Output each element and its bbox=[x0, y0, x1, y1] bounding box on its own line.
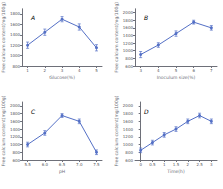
svg-text:1800: 1800 bbox=[123, 111, 134, 116]
svg-text:pH: pH bbox=[59, 169, 65, 174]
svg-text:1: 1 bbox=[163, 162, 166, 167]
svg-text:1600: 1600 bbox=[10, 119, 21, 124]
svg-text:800: 800 bbox=[125, 56, 133, 61]
svg-text:600: 600 bbox=[125, 158, 133, 163]
svg-text:Glucose(%): Glucose(%) bbox=[49, 75, 75, 80]
svg-text:6.0: 6.0 bbox=[42, 162, 49, 167]
svg-text:4: 4 bbox=[157, 68, 160, 73]
svg-text:2000: 2000 bbox=[10, 103, 21, 108]
svg-text:D: D bbox=[144, 108, 149, 115]
svg-text:Inoculum size(%): Inoculum size(%) bbox=[157, 75, 196, 80]
svg-text:800: 800 bbox=[125, 150, 133, 155]
svg-text:Free calcium content(mg/100g): Free calcium content(mg/100g) bbox=[1, 95, 6, 166]
svg-text:800: 800 bbox=[12, 150, 20, 155]
svg-text:1200: 1200 bbox=[10, 43, 21, 48]
svg-text:1400: 1400 bbox=[123, 127, 134, 132]
svg-text:3: 3 bbox=[139, 68, 142, 73]
svg-text:1800: 1800 bbox=[123, 18, 134, 23]
svg-text:1200: 1200 bbox=[10, 134, 21, 139]
svg-text:5.5: 5.5 bbox=[24, 162, 31, 167]
svg-text:1800: 1800 bbox=[10, 111, 21, 116]
svg-text:1400: 1400 bbox=[123, 33, 134, 38]
svg-text:6.5: 6.5 bbox=[59, 162, 66, 167]
svg-text:800: 800 bbox=[12, 64, 20, 69]
svg-text:1000: 1000 bbox=[123, 48, 134, 53]
svg-text:1400: 1400 bbox=[10, 32, 21, 37]
svg-text:1600: 1600 bbox=[123, 119, 134, 124]
svg-text:Free calcium content(mg/100g): Free calcium content(mg/100g) bbox=[1, 2, 6, 73]
svg-text:2: 2 bbox=[187, 162, 190, 167]
svg-text:4: 4 bbox=[78, 68, 81, 73]
svg-text:600: 600 bbox=[12, 158, 20, 163]
svg-text:Free calcium content(mg/100g): Free calcium content(mg/100g) bbox=[114, 2, 119, 73]
svg-text:A: A bbox=[30, 14, 35, 21]
svg-text:Free calcium content(mg/100g): Free calcium content(mg/100g) bbox=[114, 95, 119, 166]
svg-text:2000: 2000 bbox=[123, 103, 134, 108]
svg-text:1600: 1600 bbox=[123, 25, 134, 30]
svg-text:0.5: 0.5 bbox=[149, 162, 156, 167]
svg-text:2.5: 2.5 bbox=[196, 162, 203, 167]
svg-text:1000: 1000 bbox=[10, 53, 21, 58]
svg-text:600: 600 bbox=[125, 64, 133, 69]
svg-text:6: 6 bbox=[192, 68, 195, 73]
svg-text:2: 2 bbox=[44, 68, 47, 73]
svg-text:2000: 2000 bbox=[123, 10, 134, 15]
svg-text:C: C bbox=[31, 108, 36, 115]
svg-text:7.5: 7.5 bbox=[93, 162, 100, 167]
svg-text:3: 3 bbox=[61, 68, 64, 73]
svg-text:7.0: 7.0 bbox=[76, 162, 83, 167]
svg-text:1000: 1000 bbox=[10, 142, 21, 147]
svg-text:1200: 1200 bbox=[123, 134, 134, 139]
svg-text:1200: 1200 bbox=[123, 41, 134, 46]
svg-text:1800: 1800 bbox=[10, 11, 21, 16]
svg-text:1600: 1600 bbox=[10, 22, 21, 27]
svg-text:1.5: 1.5 bbox=[173, 162, 180, 167]
svg-text:5: 5 bbox=[95, 68, 98, 73]
svg-text:1: 1 bbox=[26, 68, 29, 73]
svg-text:0: 0 bbox=[139, 162, 142, 167]
svg-text:Time(h): Time(h) bbox=[166, 169, 185, 174]
svg-text:1400: 1400 bbox=[10, 127, 21, 132]
svg-text:1000: 1000 bbox=[123, 142, 134, 147]
svg-text:3: 3 bbox=[210, 162, 213, 167]
svg-text:B: B bbox=[144, 14, 148, 21]
svg-text:5: 5 bbox=[175, 68, 178, 73]
svg-text:7: 7 bbox=[210, 68, 213, 73]
